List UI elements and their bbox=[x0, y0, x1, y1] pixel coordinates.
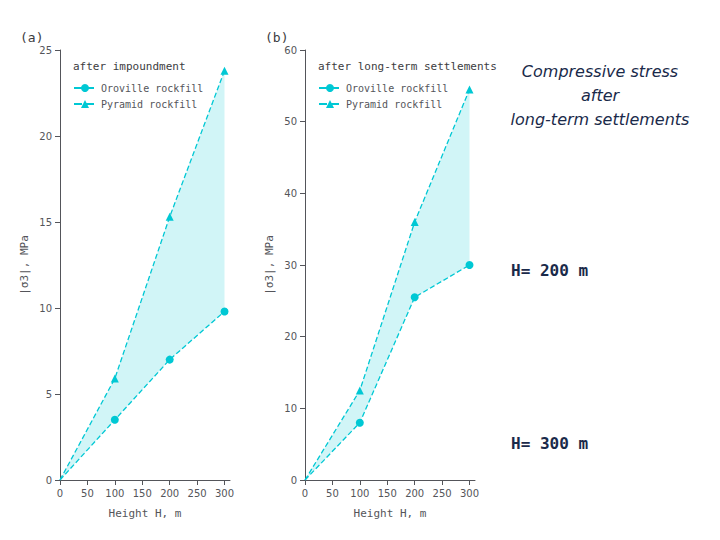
svg-text:150: 150 bbox=[133, 488, 152, 499]
svg-text:Oroville rockfill: Oroville rockfill bbox=[101, 83, 203, 94]
svg-text:Pyramid rockfill: Pyramid rockfill bbox=[101, 99, 197, 110]
svg-text:after impoundment: after impoundment bbox=[73, 60, 186, 73]
svg-text:20: 20 bbox=[284, 331, 297, 342]
svg-text:300: 300 bbox=[215, 488, 234, 499]
svg-text:long-term settlements: long-term settlements bbox=[511, 110, 690, 129]
svg-text:100: 100 bbox=[105, 488, 124, 499]
svg-text:30: 30 bbox=[284, 260, 297, 271]
svg-text:5: 5 bbox=[46, 389, 52, 400]
svg-text:after long-term settlements: after long-term settlements bbox=[318, 60, 497, 73]
svg-text:H= 300 m: H= 300 m bbox=[511, 434, 588, 453]
svg-text:Height H, m: Height H, m bbox=[109, 507, 182, 520]
svg-text:50: 50 bbox=[284, 116, 297, 127]
svg-text:after: after bbox=[581, 86, 621, 105]
svg-text:Height H, m: Height H, m bbox=[354, 507, 427, 520]
svg-text:(b): (b) bbox=[265, 30, 288, 45]
svg-text:Pyramid rockfill: Pyramid rockfill bbox=[346, 99, 442, 110]
svg-text:10: 10 bbox=[284, 403, 297, 414]
svg-text:40: 40 bbox=[284, 188, 297, 199]
svg-text:60: 60 bbox=[284, 45, 297, 56]
svg-text:|σ3|, MPa: |σ3|, MPa bbox=[263, 235, 276, 295]
svg-text:200: 200 bbox=[160, 488, 179, 499]
svg-text:250: 250 bbox=[433, 488, 452, 499]
svg-text:10: 10 bbox=[39, 303, 52, 314]
svg-text:H= 200 m: H= 200 m bbox=[511, 261, 588, 280]
svg-text:20: 20 bbox=[39, 131, 52, 142]
svg-text:200: 200 bbox=[405, 488, 424, 499]
svg-text:150: 150 bbox=[378, 488, 397, 499]
svg-text:|σ3|, MPa: |σ3|, MPa bbox=[18, 235, 31, 295]
svg-text:25: 25 bbox=[39, 45, 52, 56]
svg-text:0: 0 bbox=[291, 475, 297, 486]
svg-text:100: 100 bbox=[350, 488, 369, 499]
svg-text:0: 0 bbox=[302, 488, 308, 499]
svg-text:15: 15 bbox=[39, 217, 52, 228]
svg-text:300: 300 bbox=[460, 488, 479, 499]
svg-text:50: 50 bbox=[326, 488, 339, 499]
svg-text:Oroville rockfill: Oroville rockfill bbox=[346, 83, 448, 94]
svg-text:Compressive stress: Compressive stress bbox=[522, 62, 678, 81]
svg-text:0: 0 bbox=[46, 475, 52, 486]
svg-text:0: 0 bbox=[57, 488, 63, 499]
svg-text:50: 50 bbox=[81, 488, 94, 499]
svg-text:(a): (a) bbox=[20, 30, 43, 45]
svg-text:250: 250 bbox=[188, 488, 207, 499]
